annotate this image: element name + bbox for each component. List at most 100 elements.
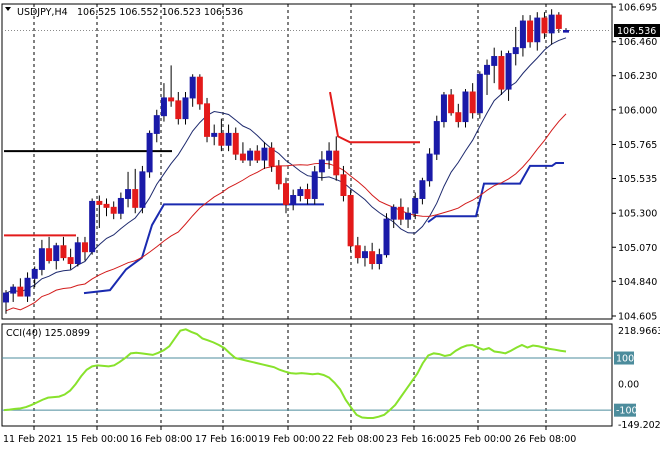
candle: [297, 186, 304, 202]
candle-body: [110, 206, 117, 214]
candle-body: [139, 171, 146, 208]
candle-body: [498, 56, 505, 90]
candle: [484, 59, 491, 95]
symbol-timeframe: USDJPY,H4: [17, 7, 68, 18]
candle: [440, 92, 447, 128]
price-tick-label: 105.535: [618, 174, 657, 185]
candle-body: [96, 200, 103, 205]
cci-100-tag: [614, 351, 634, 365]
candle: [275, 160, 282, 190]
current-price-label: 106.536: [617, 26, 656, 37]
candle: [390, 204, 397, 229]
cci-low-label: -149.2024: [618, 420, 660, 431]
candle: [89, 198, 96, 255]
candle-body: [31, 268, 38, 279]
candle-body: [60, 245, 67, 259]
candle: [505, 50, 512, 101]
cci-minus100-tag: [614, 403, 636, 417]
candle-body: [340, 174, 347, 197]
time-tick-label: 25 Feb 00:00: [449, 434, 511, 445]
candle-body: [426, 153, 433, 182]
candle: [211, 124, 218, 146]
candle-body: [283, 183, 289, 205]
candle-body: [196, 76, 203, 105]
candle: [196, 74, 203, 110]
candle: [476, 71, 483, 119]
candle-body: [433, 121, 440, 155]
cci-line: [3, 328, 567, 419]
cci-minus100-label: -100: [616, 406, 638, 417]
candle: [261, 142, 268, 169]
candle-body: [125, 189, 132, 199]
candle: [405, 207, 412, 229]
resistance-level-right: [329, 91, 420, 144]
time-tick-label: 11 Feb 2021: [3, 434, 62, 445]
candle-body: [563, 30, 569, 33]
price-tick-label: 106.460: [618, 37, 657, 48]
candle-body: [175, 100, 182, 120]
candle: [318, 151, 325, 181]
candle-body: [268, 147, 275, 167]
candle: [376, 248, 383, 270]
candle-body: [491, 56, 498, 66]
candle: [548, 9, 555, 45]
candle: [419, 177, 426, 205]
candle-body: [218, 132, 225, 146]
candle: [125, 171, 132, 208]
candle: [448, 89, 455, 116]
candle: [534, 12, 541, 51]
candle-body: [440, 94, 447, 123]
time-tick-label: 15 Feb 00:00: [66, 434, 128, 445]
moving-averages: [5, 37, 567, 312]
candle: [225, 124, 232, 152]
price-tick-label: 106.695: [618, 3, 657, 14]
candle: [383, 213, 390, 258]
candle: [433, 115, 440, 161]
candle-body: [117, 197, 124, 214]
candle: [232, 127, 239, 161]
candle: [110, 201, 117, 220]
cci-zero-label: 0.00: [618, 380, 639, 391]
candle: [369, 242, 376, 270]
candle-body: [239, 153, 246, 161]
candle-body: [527, 20, 534, 43]
candle-body: [462, 91, 469, 123]
candle-body: [555, 14, 562, 29]
candle: [555, 12, 562, 33]
ma-slow-line: [5, 113, 567, 312]
candle-body: [24, 277, 31, 297]
dropdown-triangle-icon[interactable]: [5, 7, 11, 11]
candle: [498, 50, 505, 95]
candle: [46, 236, 53, 264]
candle-body: [103, 203, 110, 208]
time-tick-label: 22 Feb 08:00: [322, 434, 384, 445]
candle-body: [290, 195, 297, 205]
candle: [361, 245, 368, 267]
candle: [96, 195, 103, 229]
candle: [160, 83, 167, 122]
price-tick-label: 105.765: [618, 140, 657, 151]
support-level-right: [427, 161, 564, 223]
cci-panel-border: [1, 323, 613, 427]
time-tick-label: 23 Feb 16:00: [386, 434, 448, 445]
candle: [426, 148, 433, 187]
candle: [347, 189, 354, 252]
candle-body: [247, 150, 254, 161]
candle-body: [469, 91, 476, 114]
candle-body: [405, 212, 412, 220]
candle-body: [347, 195, 354, 247]
cci-high-label: 218.9663: [618, 326, 660, 337]
candle-body: [534, 17, 541, 43]
candle-body: [168, 97, 175, 102]
candle-body: [17, 286, 24, 297]
candle: [455, 103, 462, 128]
candle: [239, 142, 246, 163]
candle-body: [46, 248, 53, 262]
grid: [33, 4, 547, 426]
candle-body: [376, 254, 383, 265]
candle: [311, 165, 318, 205]
candle: [491, 47, 498, 84]
candle-body: [333, 150, 340, 176]
candle-body: [318, 159, 325, 173]
